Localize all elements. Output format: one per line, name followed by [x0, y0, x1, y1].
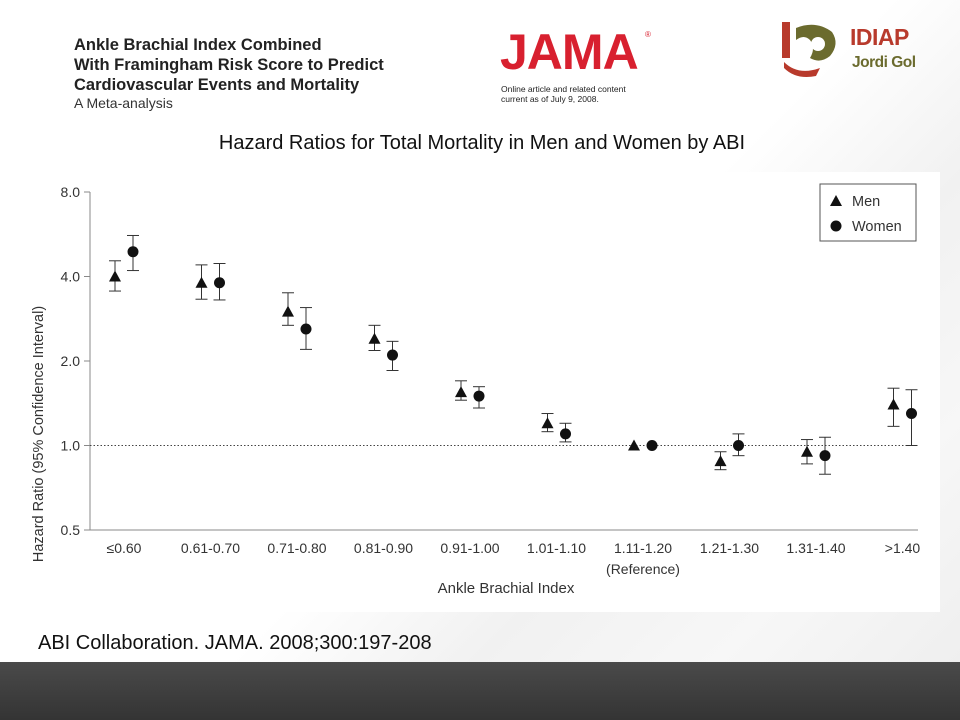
men-data-point [628, 439, 640, 451]
org-logo: IDIAP Jordi Gol [776, 18, 926, 80]
x-tick-label: 1.01-1.10 [527, 540, 586, 556]
women-data-point [906, 408, 917, 420]
y-axis-label: Hazard Ratio (95% Confidence Interval) [31, 306, 47, 562]
x-tick-group: ≤0.60 0.61-0.70 0.71-0.80 0.81-0.90 0.91-1.0… [107, 540, 921, 577]
registered-mark-icon: ® [645, 30, 651, 39]
men-data-point [195, 276, 208, 288]
x-tick-label: 1.21-1.30 [700, 540, 759, 556]
men-data-point [282, 305, 294, 317]
men-data-point [109, 270, 121, 282]
idiap-emblem-icon [782, 22, 836, 77]
y-tick-label: 2.0 [61, 353, 81, 369]
men-data-point [714, 455, 727, 467]
men-data-point [801, 445, 813, 457]
paper-header: Ankle Brachial Index Combined With Frami… [42, 20, 674, 117]
y-tick-group: 0.5 1.0 2.0 4.0 8.0 [61, 184, 90, 538]
journal-note-line: Online article and related content [501, 84, 626, 94]
jama-logo: JAMA [500, 24, 639, 80]
chart-axes [89, 192, 918, 531]
slide-footer-bar [0, 662, 960, 720]
x-tick-label: 0.71-0.80 [267, 540, 326, 556]
women-data-point [214, 277, 225, 289]
legend-men-marker [830, 195, 842, 206]
journal-note-line: current as of July 9, 2008. [501, 94, 599, 104]
x-tick-label: 0.91-1.00 [440, 540, 499, 556]
women-data-point [300, 323, 312, 335]
chart-panel: 0.5 1.0 2.0 4.0 8.0 ≤0.60 0.61-0.70 0.71-0.80 0… [26, 172, 940, 612]
org-logo-text: IDIAP [850, 24, 909, 50]
men-data-point [541, 417, 554, 429]
y-tick-label: 4.0 [61, 269, 81, 285]
x-tick-label: ≤0.60 [107, 540, 142, 556]
women-data-point [387, 349, 398, 361]
women-data-point [646, 440, 658, 451]
women-data-point [560, 428, 571, 440]
y-tick-label: 1.0 [61, 438, 81, 454]
paper-title-line: With Framingham Risk Score to Predict [74, 56, 384, 74]
data-marks-group [109, 234, 918, 475]
journal-note: Online article and related content curre… [501, 84, 626, 104]
org-logo-subtext: Jordi Gol [852, 54, 916, 71]
citation: ABI Collaboration. JAMA. 2008;300:197-20… [38, 632, 432, 654]
paper-title: Ankle Brachial Index Combined With Frami… [74, 35, 474, 95]
hazard-ratio-chart: 0.5 1.0 2.0 4.0 8.0 ≤0.60 0.61-0.70 0.71-0.80 0… [31, 183, 921, 597]
y-tick-label: 8.0 [61, 184, 81, 200]
x-tick-label: 1.11-1.20 [614, 540, 672, 556]
paper-title-line: Cardiovascular Events and Mortality [74, 76, 360, 94]
men-data-point [455, 386, 467, 398]
paper-title-line: Ankle Brachial Index Combined [74, 36, 322, 54]
women-data-point [473, 390, 485, 402]
women-data-point [127, 246, 139, 258]
y-tick-label: 0.5 [61, 522, 81, 538]
paper-subtitle: A Meta-analysis [74, 95, 173, 111]
x-tick-label: >1.40 [885, 540, 921, 556]
legend-women-marker [830, 220, 842, 232]
legend-label: Women [852, 219, 902, 235]
women-data-point [733, 440, 744, 451]
women-data-point [819, 450, 831, 462]
x-axis-label: Ankle Brachial Index [438, 580, 575, 597]
chart-title: Hazard Ratios for Total Mortality in Men… [218, 132, 746, 154]
legend-label: Men [852, 194, 880, 210]
reference-category-note: (Reference) [606, 561, 680, 577]
x-tick-label: 0.61-0.70 [181, 540, 240, 556]
chart-legend: Men Women [819, 183, 917, 242]
x-tick-label: 0.81-0.90 [354, 540, 413, 556]
men-data-point [887, 398, 900, 410]
men-data-point [368, 332, 381, 344]
x-tick-label: 1.31-1.40 [786, 540, 845, 556]
